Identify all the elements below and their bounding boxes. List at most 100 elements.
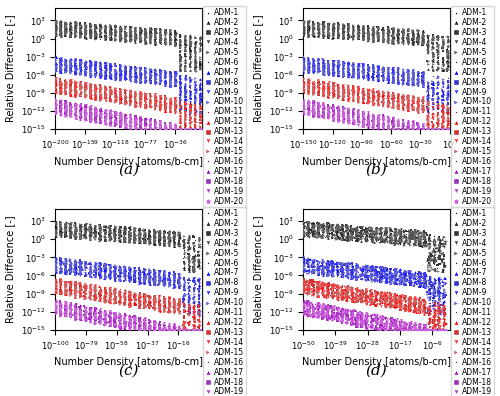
Point	[142, 94, 150, 101]
Point	[394, 122, 402, 128]
Point	[416, 281, 424, 287]
Point	[141, 298, 149, 305]
Point	[348, 234, 356, 241]
Point	[421, 242, 429, 248]
Point	[344, 109, 352, 115]
Point	[299, 76, 307, 82]
Point	[155, 273, 163, 279]
Point	[338, 225, 346, 231]
Point	[101, 292, 109, 298]
Point	[156, 99, 164, 106]
Point	[398, 26, 406, 32]
Point	[57, 282, 65, 288]
Point	[172, 123, 179, 129]
Point	[354, 288, 362, 294]
Point	[107, 112, 115, 119]
Point	[96, 60, 104, 67]
Point	[439, 126, 447, 132]
Point	[146, 32, 154, 39]
Point	[114, 301, 122, 307]
Point	[308, 264, 316, 270]
Point	[339, 232, 347, 238]
Point	[190, 327, 198, 333]
Point	[338, 227, 346, 233]
Point	[72, 269, 80, 276]
Point	[409, 106, 417, 112]
Point	[374, 119, 382, 126]
Point	[384, 116, 392, 123]
Point	[196, 116, 204, 122]
Point	[145, 232, 153, 238]
Point	[140, 236, 148, 243]
Point	[443, 124, 451, 130]
Point	[86, 95, 94, 101]
Point	[182, 95, 190, 102]
Point	[175, 228, 183, 235]
Point	[96, 110, 104, 117]
Point	[96, 268, 104, 274]
Point	[433, 84, 441, 91]
Point	[51, 220, 59, 227]
Point	[404, 126, 412, 132]
Point	[191, 112, 199, 119]
Point	[354, 90, 362, 97]
Point	[126, 265, 134, 272]
Point	[120, 267, 128, 273]
Point	[62, 69, 70, 75]
Point	[414, 38, 422, 44]
Point	[86, 108, 94, 114]
Point	[145, 304, 153, 310]
Point	[66, 23, 74, 30]
Point	[190, 326, 198, 332]
Point	[131, 270, 139, 276]
Point	[156, 297, 164, 304]
Point	[374, 70, 382, 76]
Point	[136, 101, 144, 108]
Point	[374, 27, 382, 33]
Point	[298, 255, 306, 261]
Point	[190, 233, 198, 239]
Point	[182, 47, 190, 53]
Point	[394, 126, 402, 132]
Point	[100, 261, 108, 268]
Point	[303, 230, 311, 237]
Point	[71, 316, 79, 322]
Point	[56, 304, 64, 310]
Point	[164, 295, 172, 302]
Point	[96, 117, 104, 124]
Point	[87, 273, 95, 279]
Point	[384, 74, 392, 81]
Point	[404, 74, 411, 81]
Point	[300, 110, 308, 117]
Point	[384, 30, 392, 36]
Point	[414, 32, 422, 39]
Point	[72, 103, 80, 109]
Point	[424, 101, 432, 108]
Point	[132, 74, 140, 80]
Point	[328, 259, 336, 266]
Point	[419, 74, 427, 80]
Point	[81, 259, 89, 265]
Point	[180, 302, 188, 308]
Point	[409, 73, 417, 80]
Point	[86, 110, 94, 116]
Point	[419, 123, 427, 129]
Point	[347, 267, 355, 273]
Point	[355, 114, 363, 121]
Point	[180, 326, 188, 333]
Point	[388, 292, 396, 298]
Point	[132, 91, 140, 97]
Point	[338, 272, 346, 279]
Point	[111, 31, 119, 38]
Point	[106, 287, 114, 293]
Point	[76, 224, 84, 230]
Point	[429, 44, 437, 50]
Point	[66, 22, 74, 29]
Point	[314, 59, 322, 65]
Point	[400, 293, 407, 299]
Point	[353, 322, 361, 328]
Point	[377, 267, 385, 273]
Point	[419, 28, 427, 34]
Point	[130, 225, 138, 231]
Point	[428, 284, 436, 290]
